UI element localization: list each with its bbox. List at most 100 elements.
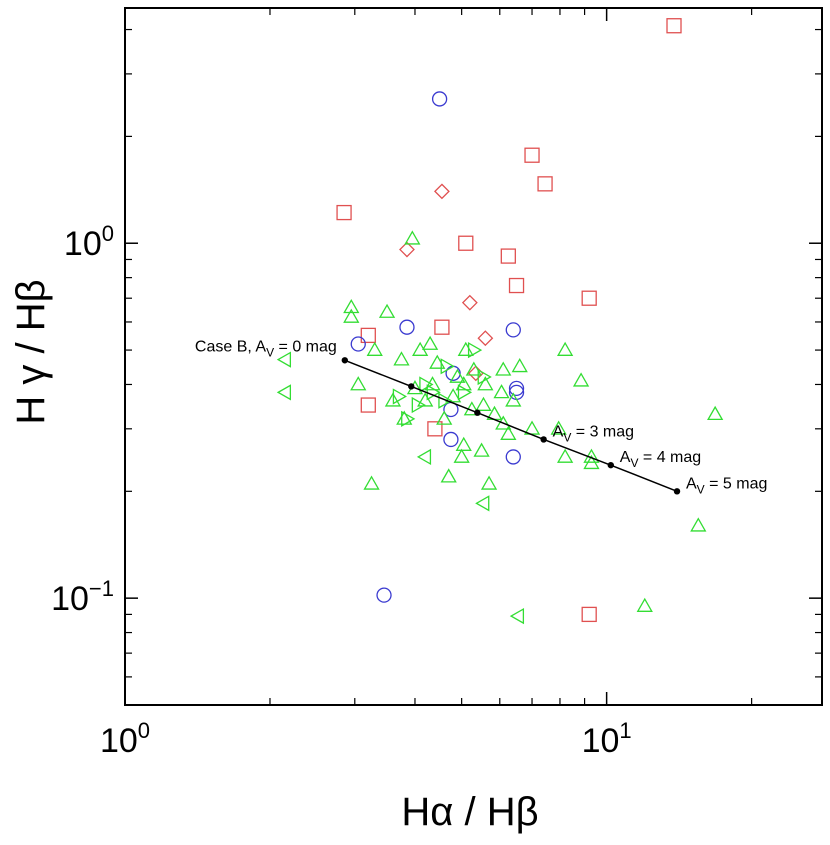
reddening-label: AV = 4 mag [620,449,701,470]
diamonds-point [461,294,478,311]
triangles-right-point [457,384,473,401]
triangles-right-point [477,368,492,386]
reddening-marker [408,383,415,390]
y-tick-label: 10−1 [51,576,114,618]
triangles-up-point [495,415,512,430]
triangles-up-point [440,468,457,483]
circles-point [505,449,521,465]
data-points [276,18,724,625]
triangles-up-point [550,420,567,435]
triangles-right-point [401,410,416,427]
circles-point [443,431,459,448]
axis-ticks [124,8,822,705]
y-tick-label: 100 [64,221,114,263]
triangles-up-point [500,425,517,440]
triangles-up-point [455,436,472,451]
triangles-up-point [473,442,490,457]
triangles-right-point [438,392,453,409]
triangles-left-point [276,384,292,401]
reddening-label: AV = 5 mag [686,475,767,496]
triangles-up-point [457,341,474,356]
circles-point [505,322,521,338]
triangles-up-point [477,376,494,391]
triangles-up-point [444,388,462,403]
triangles-up-point [572,372,590,387]
squares-point [581,290,597,306]
diamonds-point [399,241,415,258]
reddening-line [341,357,681,495]
triangles-up-point [583,454,600,470]
triangles-up-point [455,376,472,391]
circles-point [350,336,366,352]
squares-point [360,397,376,413]
triangles-up-point [636,597,653,612]
reddening-marker [540,436,547,443]
triangles-left-point [475,495,490,512]
squares-point [666,18,682,34]
triangles-up-point [424,376,441,391]
triangles-up-point [343,298,360,314]
reddening-label: AV = 3 mag [553,423,634,444]
squares-point [360,327,376,344]
triangles-up-point [404,230,421,245]
triangles-up-point [453,448,470,463]
triangles-up-point [449,368,466,383]
triangles-up-point [557,341,574,356]
x-tick-label: 100 [100,718,150,760]
triangles-up-point [690,517,707,532]
triangles-up-point [707,405,724,421]
reddening-vector-line [344,359,678,493]
diamonds-point [477,330,494,347]
triangles-up-point [366,341,383,356]
triangles-right-point [411,396,426,414]
squares-point [458,235,474,251]
triangles-left-point [276,351,292,368]
x-axis-label: Hα / Hβ [401,790,538,834]
reddening-marker [474,409,481,416]
triangles-up-point [350,376,367,391]
triangles-right-point [392,388,407,405]
triangles-up-point [465,361,482,376]
axis-tick-labels: 100 101 10−1 100 [51,221,632,760]
reddening-label: Case B, AV = 0 mag [195,338,337,359]
triangles-up-point [417,392,434,407]
reddening-marker [341,357,349,364]
plot-area [124,7,823,706]
squares-point [427,421,443,437]
squares-point [508,277,525,294]
triangles-up-point [495,361,512,376]
triangles-up-point [511,358,528,373]
triangles-up-point [363,475,380,490]
triangles-up-point [378,303,396,318]
triangles-left-point [416,448,432,466]
reddening-marker [607,461,614,469]
triangles-up-point [436,410,453,425]
triangles-up-point [393,351,410,366]
triangles-left-point [509,607,525,625]
triangles-up-point [557,448,574,463]
triangles-right-point [467,341,483,359]
triangles-up-point [429,354,446,369]
squares-point [537,176,553,192]
axis-labels: Hα / Hβ H γ / Hβ [9,279,539,834]
reddening-annotations: Case B, AV = 0 mag AV = 3 mag AV = 4 mag AV… [195,338,767,496]
reddening-marker [673,488,681,495]
squares-point [500,248,516,264]
diamonds-point [434,183,450,200]
triangles-up-point [421,335,439,350]
circles-point [508,380,525,397]
triangles-up-point [343,308,360,323]
circles-point [399,319,415,335]
squares-point [524,147,540,163]
triangles-up-point [505,392,522,407]
squares-point [434,319,450,335]
triangles-right-point [419,376,434,393]
x-tick-label: 101 [582,718,632,760]
triangles-up-point [475,396,492,411]
plot-frame [124,7,823,706]
squares-point [336,204,352,221]
triangles-up-point [480,475,498,490]
triangles-up-point [384,392,402,407]
circles-point [376,587,392,603]
